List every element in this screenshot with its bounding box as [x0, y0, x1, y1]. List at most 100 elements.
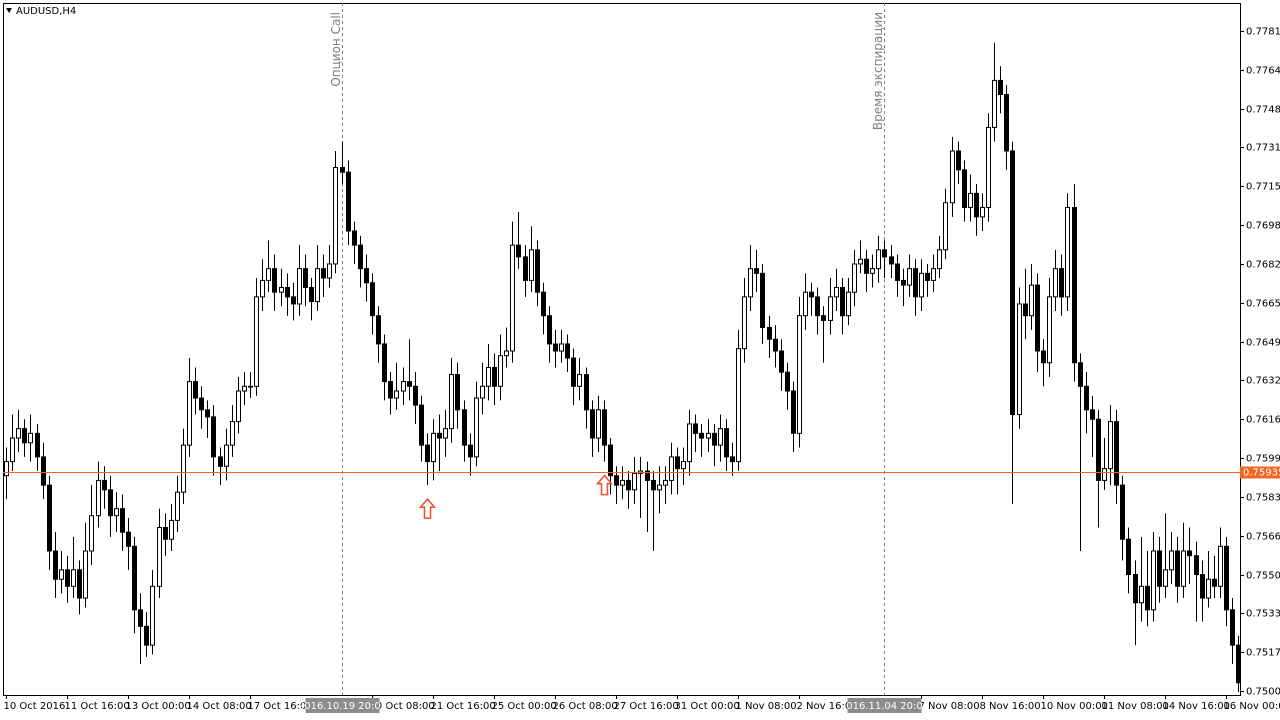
- candle-body-bull: [333, 166, 338, 265]
- candle-body-bear: [492, 366, 497, 387]
- candle-body-bear: [205, 409, 210, 418]
- candle-body-bull: [59, 569, 64, 580]
- y-tick-label: 0.7748: [1246, 105, 1280, 116]
- candle-body-bull: [279, 286, 284, 293]
- candle-body-bull: [315, 268, 320, 303]
- candle-body-bear: [1078, 362, 1083, 387]
- candle-body-bear: [53, 550, 58, 580]
- x-tick-label: 10 Nov 00:00: [1041, 701, 1108, 712]
- candle-body-bull: [663, 479, 668, 486]
- candle-body-bear: [523, 256, 528, 281]
- candle-body-bull: [1053, 268, 1058, 298]
- candle-body-bull: [16, 428, 21, 439]
- candle-body-bear: [584, 374, 589, 411]
- candle-body-bear: [779, 350, 784, 373]
- y-tick-label: 0.76325: [1246, 376, 1280, 387]
- price-label-box: [1240, 466, 1280, 479]
- candle-body-bull: [157, 526, 162, 587]
- candle-body-bear: [413, 385, 418, 406]
- vertical-line-label: Время экспирации: [871, 12, 885, 130]
- candle-body-bear: [272, 268, 277, 293]
- candle-body-bull: [687, 423, 692, 463]
- x-tick-label: 14 Oct 08:00: [187, 701, 252, 712]
- candle-body-bull: [266, 268, 271, 281]
- candle-body-bear: [340, 166, 345, 173]
- candle-body-bear: [419, 404, 424, 446]
- candle-body-bull: [486, 366, 491, 387]
- candle-body-bull: [175, 491, 180, 521]
- candle-body-bull: [1017, 303, 1022, 416]
- candle-body-bull: [254, 296, 259, 387]
- x-tick-label: 26 Oct 08:00: [553, 701, 618, 712]
- candle-body-bull: [114, 508, 119, 517]
- candle-body-bear: [1072, 206, 1077, 364]
- candle-body-bull: [327, 263, 332, 279]
- candle-body-bear: [925, 272, 930, 281]
- candle-body-bull: [4, 461, 9, 477]
- candle-body-bull: [858, 258, 863, 265]
- x-tick-label: 8 Nov 16:00: [980, 701, 1041, 712]
- candle-body-bear: [724, 428, 729, 458]
- candle-body-bull: [852, 263, 857, 293]
- candle-body-bear: [35, 432, 40, 458]
- x-tick-label: 1 Nov 08:00: [736, 701, 797, 712]
- candle-body-bull: [803, 291, 808, 317]
- candle-body-bear: [1010, 150, 1015, 416]
- candle-body-bear: [285, 286, 290, 298]
- candle-body-bull: [1047, 296, 1052, 364]
- candle-body-bull: [596, 409, 601, 439]
- candle-body-bear: [1114, 421, 1119, 486]
- candle-body-bear: [547, 315, 552, 345]
- candle-body-bull: [669, 456, 674, 481]
- candle-body-bull: [187, 381, 192, 446]
- candle-body-bull: [394, 390, 399, 399]
- candle-body-bear: [913, 268, 918, 298]
- candle-body-bear: [693, 423, 698, 434]
- candle-body-bear: [699, 432, 704, 439]
- x-tick-label: 14 Nov 16:00: [1163, 701, 1230, 712]
- candle-body-bear: [193, 381, 198, 399]
- candle-body-bull: [297, 268, 302, 305]
- candle-body-bull: [937, 249, 942, 270]
- candle-body-bull: [510, 244, 515, 352]
- candle-body-bull: [632, 472, 637, 491]
- candle-body-bear: [1175, 550, 1180, 587]
- candle-body-bull: [919, 272, 924, 298]
- candle-body-bear: [47, 484, 52, 552]
- candle-body-bear: [754, 268, 759, 274]
- candle-body-bear: [437, 432, 442, 439]
- candle-body-bear: [309, 286, 314, 303]
- candle-body-bear: [840, 286, 845, 317]
- candle-body-bear: [864, 258, 869, 274]
- candle-body-bear: [626, 479, 631, 491]
- y-tick-label: 0.77315: [1246, 143, 1280, 154]
- candle-body-bull: [876, 249, 881, 270]
- symbol-menu-triangle[interactable]: [6, 8, 12, 13]
- candle-body-bull: [828, 296, 833, 321]
- x-tick-label: 21 Oct 16:00: [431, 701, 496, 712]
- y-tick-label: 0.75335: [1246, 609, 1280, 620]
- y-tick-label: 0.77645: [1246, 66, 1280, 77]
- candle-body-bear: [120, 508, 125, 533]
- candle-body-bull: [943, 202, 948, 251]
- candle-body-bear: [1120, 484, 1125, 540]
- candle-body-bull: [986, 126, 991, 208]
- x-tick-label: 11 Oct 16:00: [65, 701, 130, 712]
- vertical-line-time-box: [305, 698, 380, 713]
- x-tick-label: 7 Nov 08:00: [919, 701, 980, 712]
- candle-body-bear: [1236, 644, 1241, 684]
- candle-body-bull: [449, 374, 454, 430]
- candle-body-bear: [291, 296, 296, 305]
- candle-body-bear: [1157, 550, 1162, 587]
- candle-body-bear: [956, 150, 961, 171]
- x-tick-label: 27 Oct 16:00: [614, 701, 679, 712]
- candle-body-bear: [541, 291, 546, 317]
- candle-body-bull: [181, 444, 186, 493]
- candle-body-bull: [401, 381, 406, 392]
- candle-body-bear: [651, 479, 656, 491]
- x-tick-label: 31 Oct 00:00: [675, 701, 740, 712]
